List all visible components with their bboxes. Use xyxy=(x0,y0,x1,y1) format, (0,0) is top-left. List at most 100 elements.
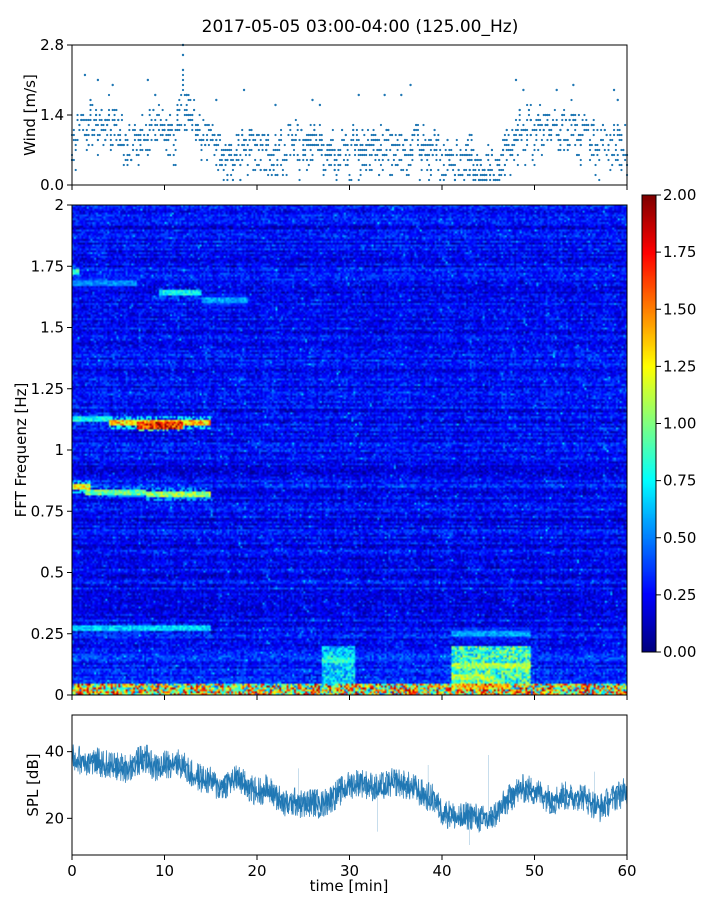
wind-point xyxy=(87,123,90,127)
wind-point xyxy=(261,133,264,137)
wind-point xyxy=(574,128,577,132)
wind-point xyxy=(274,173,277,177)
wind-point xyxy=(161,108,164,112)
wind-point xyxy=(381,158,384,162)
wind-point xyxy=(248,148,251,152)
wind-point xyxy=(292,143,296,147)
wind-point xyxy=(109,148,112,152)
wind-point xyxy=(172,163,175,167)
wind-point xyxy=(74,148,77,152)
wind-point xyxy=(267,153,270,157)
wind-point xyxy=(501,148,505,152)
wind-point xyxy=(501,138,505,142)
wind-point xyxy=(348,153,351,157)
wind-point xyxy=(551,118,555,122)
wind-point xyxy=(154,123,157,127)
wind-point xyxy=(513,143,516,147)
wind-point xyxy=(257,163,260,167)
wind-point xyxy=(217,168,220,172)
wind-point xyxy=(527,108,531,112)
wind-point xyxy=(394,133,397,137)
wind-point xyxy=(161,123,164,127)
wind-point xyxy=(202,133,205,137)
wind-point xyxy=(246,173,249,177)
wind-point xyxy=(224,163,227,167)
wind-point xyxy=(452,163,455,167)
wind-point xyxy=(363,133,366,137)
wind-point xyxy=(490,148,494,152)
wind-point xyxy=(587,128,590,132)
wind-point xyxy=(555,118,558,122)
wind-point xyxy=(187,93,190,97)
figure-title: 2017-05-05 03:00-04:00 (125.00_Hz) xyxy=(202,17,519,37)
wind-point xyxy=(618,133,621,137)
wind-point xyxy=(526,118,529,122)
wind-point xyxy=(248,128,251,132)
wind-point xyxy=(572,133,575,137)
wind-point xyxy=(107,93,111,97)
wind-point xyxy=(516,153,519,157)
wind-point xyxy=(553,108,556,112)
wind-point xyxy=(228,153,231,157)
spectrogram-y-tick-label: 1.25 xyxy=(31,380,64,398)
wind-point xyxy=(470,153,473,157)
wind-point xyxy=(316,148,320,152)
wind-point xyxy=(579,133,582,137)
wind-point xyxy=(472,178,475,182)
wind-point xyxy=(439,158,442,162)
wind-point xyxy=(107,118,111,122)
wind-point xyxy=(242,88,246,92)
wind-point xyxy=(270,173,273,177)
wind-point xyxy=(222,178,225,182)
wind-point xyxy=(446,168,449,172)
wind-point xyxy=(481,173,484,177)
wind-point xyxy=(89,113,92,117)
wind-point xyxy=(313,123,316,127)
wind-point xyxy=(476,153,479,157)
wind-point xyxy=(328,163,331,167)
wind-point xyxy=(194,133,198,137)
wind-point xyxy=(254,138,257,142)
wind-point xyxy=(503,173,506,177)
wind-point xyxy=(598,178,601,182)
wind-point xyxy=(183,108,186,112)
wind-point xyxy=(374,133,377,137)
wind-point xyxy=(254,168,257,172)
wind-point xyxy=(337,163,340,167)
wind-point xyxy=(575,138,579,142)
wind-point xyxy=(409,83,412,87)
wind-point xyxy=(342,158,346,162)
wind-point xyxy=(218,133,222,137)
wind-point xyxy=(176,128,179,132)
wind-point xyxy=(542,128,545,132)
wind-point xyxy=(313,128,316,132)
colorbar-tick-label: 0.00 xyxy=(663,643,696,661)
wind-point xyxy=(150,118,153,122)
wind-point xyxy=(548,133,551,137)
wind-point xyxy=(328,148,331,152)
wind-point xyxy=(144,123,148,127)
wind-point xyxy=(526,138,529,142)
wind-point xyxy=(433,148,436,152)
wind-point xyxy=(424,143,427,147)
wind-point xyxy=(254,158,257,162)
wind-point xyxy=(592,133,595,137)
wind-point xyxy=(513,133,516,137)
wind-point xyxy=(176,113,179,117)
wind-point xyxy=(524,163,527,167)
wind-point xyxy=(194,123,198,127)
wind-point xyxy=(379,143,383,147)
wind-point xyxy=(322,143,325,147)
wind-point xyxy=(133,133,136,137)
wind-point xyxy=(538,123,542,127)
wind-point xyxy=(307,163,310,167)
wind-point xyxy=(180,123,183,127)
wind-point xyxy=(167,133,170,137)
wind-point xyxy=(289,128,292,132)
wind-point xyxy=(122,163,125,167)
wind-point xyxy=(276,163,279,167)
wind-point xyxy=(587,123,590,127)
wind-point xyxy=(492,173,495,177)
wind-point xyxy=(259,168,262,172)
wind-point xyxy=(616,133,619,137)
